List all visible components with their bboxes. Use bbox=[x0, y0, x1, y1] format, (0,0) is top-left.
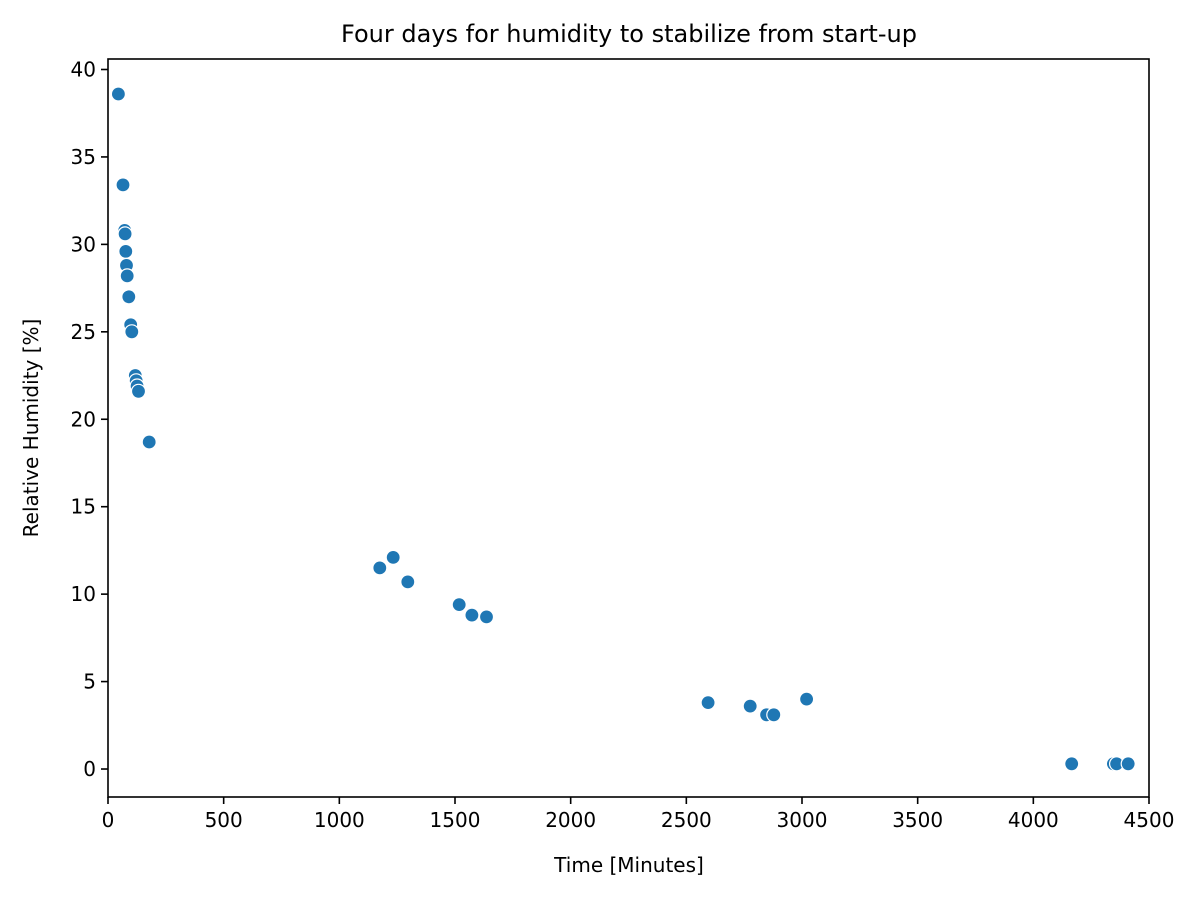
chart-title: Four days for humidity to stabilize from… bbox=[341, 20, 917, 48]
x-tick-label: 4500 bbox=[1124, 808, 1175, 832]
y-tick-label: 35 bbox=[71, 145, 96, 169]
x-tick-label: 2500 bbox=[661, 808, 712, 832]
data-point-24 bbox=[766, 707, 782, 723]
points-layer bbox=[110, 86, 1136, 772]
y-tick-label: 10 bbox=[71, 582, 96, 606]
data-point-15 bbox=[372, 560, 388, 576]
data-point-6 bbox=[119, 268, 135, 284]
data-point-18 bbox=[451, 596, 467, 613]
x-tick-label: 1500 bbox=[430, 808, 481, 832]
y-tick-label: 40 bbox=[71, 57, 96, 81]
y-tick-label: 0 bbox=[83, 757, 96, 781]
x-axis-ticks: 0 500 1000 1500 2000 2500 3000 3500 4000 4500 bbox=[102, 797, 1175, 832]
y-tick-label: 30 bbox=[71, 232, 96, 256]
data-point-19 bbox=[464, 607, 480, 623]
data-point-16 bbox=[385, 549, 401, 566]
y-tick-label: 5 bbox=[83, 670, 96, 694]
y-tick-label: 25 bbox=[71, 320, 96, 344]
x-tick-label: 3000 bbox=[777, 808, 828, 832]
data-point-22 bbox=[742, 698, 758, 714]
data-point-0 bbox=[110, 86, 127, 102]
data-point-7 bbox=[121, 289, 137, 305]
data-point-4 bbox=[118, 243, 134, 259]
x-tick-label: 2000 bbox=[545, 808, 596, 832]
x-tick-label: 500 bbox=[205, 808, 243, 832]
data-point-26 bbox=[1064, 756, 1080, 772]
data-point-29 bbox=[1120, 756, 1136, 772]
x-tick-label: 1000 bbox=[314, 808, 365, 832]
data-point-13 bbox=[130, 383, 147, 399]
data-point-25 bbox=[798, 691, 815, 707]
data-point-1 bbox=[115, 177, 131, 193]
y-tick-label: 15 bbox=[71, 495, 96, 519]
plot-frame bbox=[107, 58, 1150, 798]
x-axis-label: Time [Minutes] bbox=[553, 853, 704, 877]
data-point-3 bbox=[117, 226, 133, 242]
x-tick-label: 0 bbox=[102, 808, 115, 832]
y-axis-label: Relative Humidity [%] bbox=[19, 319, 43, 538]
data-point-9 bbox=[124, 324, 140, 340]
x-tick-label: 4000 bbox=[1008, 808, 1059, 832]
y-tick-label: 20 bbox=[71, 407, 96, 431]
x-tick-label: 3500 bbox=[892, 808, 943, 832]
y-axis-ticks: 0 5 10 15 20 25 30 35 40 bbox=[71, 57, 108, 781]
data-point-21 bbox=[700, 694, 716, 711]
data-point-20 bbox=[478, 609, 495, 625]
data-point-17 bbox=[400, 574, 416, 590]
data-point-14 bbox=[141, 434, 157, 450]
